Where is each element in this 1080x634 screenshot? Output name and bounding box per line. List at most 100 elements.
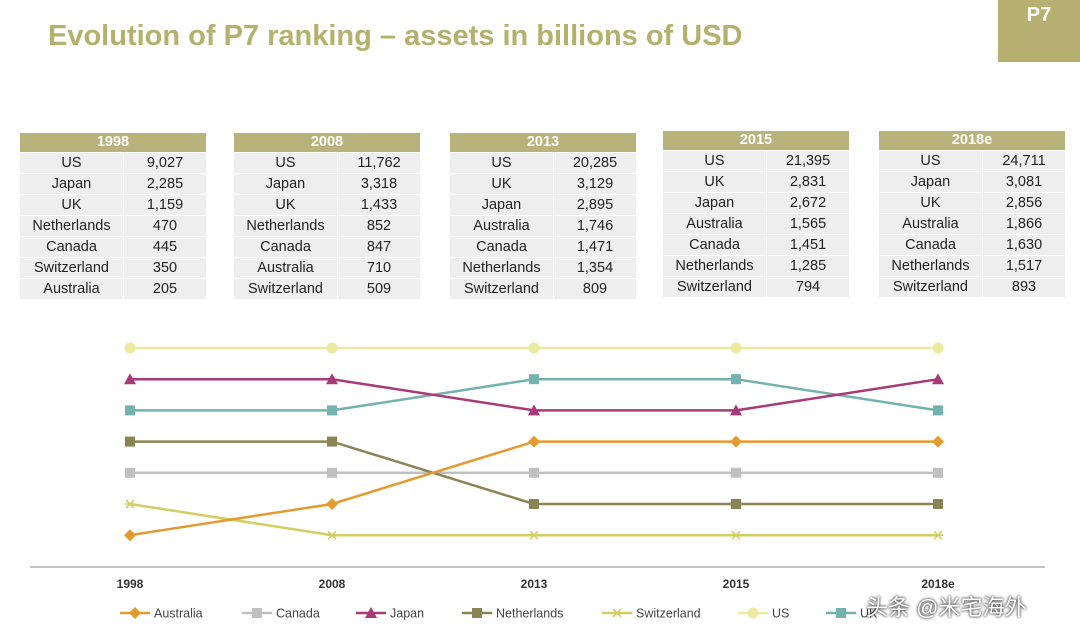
assets-cell: 2,831	[766, 172, 849, 192]
x-tick-label: 2013	[521, 577, 548, 591]
country-cell: Japan	[265, 176, 306, 192]
country-cell: UK	[491, 176, 512, 192]
assets-cell: 20,285	[553, 153, 636, 173]
table-year-header: 2013	[450, 133, 636, 152]
table-row: UK 1,433	[234, 194, 420, 215]
assets-cell: 470	[123, 216, 206, 236]
point-uk-2013	[529, 374, 539, 385]
table-row: Japan 2,285	[20, 173, 206, 194]
assets-cell: 1,630	[982, 235, 1065, 255]
table-row: Canada 1,451	[663, 234, 849, 255]
country-cell: US	[920, 153, 941, 169]
assets-cell: 1,285	[766, 256, 849, 276]
point-canada-2008	[327, 467, 337, 478]
table-row: UK 2,831	[663, 171, 849, 192]
point-canada-1998	[125, 467, 135, 478]
legend-label-us: US	[772, 607, 789, 621]
point-uk-1998	[125, 405, 135, 416]
point-uk-2018e	[933, 405, 943, 416]
country-cell: UK	[61, 197, 82, 213]
point-us-2018e	[932, 342, 944, 354]
country-cell: Netherlands	[246, 218, 325, 234]
assets-cell: 893	[982, 277, 1065, 297]
assets-cell: 11,762	[337, 153, 420, 173]
legend-label-japan: Japan	[390, 607, 424, 621]
point-canada-2018e	[933, 467, 943, 478]
table-row: UK 3,129	[450, 173, 636, 194]
point-australia-1998	[124, 529, 136, 542]
table-1: 2008 US 11,762 Japan 3,318 UK 1,433 Netherlands…	[234, 133, 420, 299]
assets-cell: 852	[337, 216, 420, 236]
country-cell: Japan	[694, 195, 735, 211]
assets-cell: 1,354	[553, 258, 636, 278]
legend-marker-japan	[365, 607, 377, 618]
table-row: Switzerland 794	[663, 276, 849, 297]
country-cell: Japan	[481, 197, 522, 213]
country-cell: Japan	[51, 176, 92, 192]
country-cell: US	[275, 155, 296, 171]
table-row: Switzerland 893	[879, 276, 1065, 297]
point-switzerland-2018e	[933, 530, 943, 540]
series-line-australia	[129, 440, 938, 537]
point-switzerland-2008	[327, 530, 337, 540]
table-row: Japan 3,318	[234, 173, 420, 194]
table-row: Canada 847	[234, 236, 420, 257]
table-row: Japan 2,672	[663, 192, 849, 213]
page-badge: P7	[998, 0, 1080, 62]
country-cell: Netherlands	[891, 258, 970, 274]
country-cell: Switzerland	[248, 281, 323, 297]
country-cell: US	[61, 155, 82, 171]
assets-cell: 1,866	[982, 214, 1065, 234]
table-row: US 21,395	[663, 150, 849, 171]
point-canada-2015	[731, 467, 741, 478]
table-row: UK 1,159	[20, 194, 206, 215]
x-tick-label: 2008	[319, 577, 346, 591]
country-cell: Canada	[46, 239, 97, 255]
assets-cell: 1,746	[553, 216, 636, 236]
assets-cell: 710	[337, 258, 420, 278]
table-row: Netherlands 470	[20, 215, 206, 236]
assets-cell: 809	[553, 279, 636, 299]
table-row: Canada 1,630	[879, 234, 1065, 255]
assets-cell: 1,471	[553, 237, 636, 257]
country-cell: UK	[704, 174, 725, 190]
point-japan-1998	[124, 373, 136, 385]
legend-label-australia: Australia	[154, 607, 203, 621]
point-netherlands-2008	[327, 436, 337, 447]
x-tick-label: 2015	[723, 577, 750, 591]
point-japan-2008	[326, 373, 338, 385]
country-cell: Canada	[476, 239, 527, 255]
country-cell: Netherlands	[32, 218, 111, 234]
table-year-header: 2008	[234, 133, 420, 152]
point-canada-2013	[529, 467, 539, 478]
country-cell: UK	[275, 197, 296, 213]
assets-cell: 24,711	[982, 151, 1065, 171]
point-switzerland-2013	[529, 530, 539, 540]
table-row: Japan 2,895	[450, 194, 636, 215]
table-row: US 11,762	[234, 152, 420, 173]
point-japan-2013	[528, 404, 540, 416]
point-netherlands-1998	[125, 436, 135, 447]
point-netherlands-2015	[731, 499, 741, 509]
country-cell: Switzerland	[34, 260, 109, 276]
assets-cell: 847	[337, 237, 420, 257]
x-tick-label: 1998	[117, 577, 144, 591]
x-tick-label: 2018e	[921, 577, 955, 591]
country-cell: Netherlands	[675, 258, 754, 274]
legend-marker-us	[747, 607, 759, 619]
legend-label-switzerland: Switzerland	[636, 607, 701, 621]
country-cell: Netherlands	[462, 260, 541, 276]
assets-cell: 9,027	[123, 153, 206, 173]
table-row: Japan 3,081	[879, 171, 1065, 192]
table-row: Netherlands 1,285	[663, 255, 849, 276]
assets-cell: 205	[123, 279, 206, 299]
country-cell: Switzerland	[677, 279, 752, 295]
point-switzerland-2015	[731, 530, 741, 540]
point-switzerland-1998	[125, 499, 135, 509]
assets-cell: 3,318	[337, 174, 420, 194]
assets-cell: 350	[123, 258, 206, 278]
table-year-header: 2018e	[879, 131, 1065, 150]
table-3: 2015 US 21,395 UK 2,831 Japan 2,672 Australia 1,…	[663, 131, 849, 297]
country-cell: Canada	[905, 237, 956, 253]
